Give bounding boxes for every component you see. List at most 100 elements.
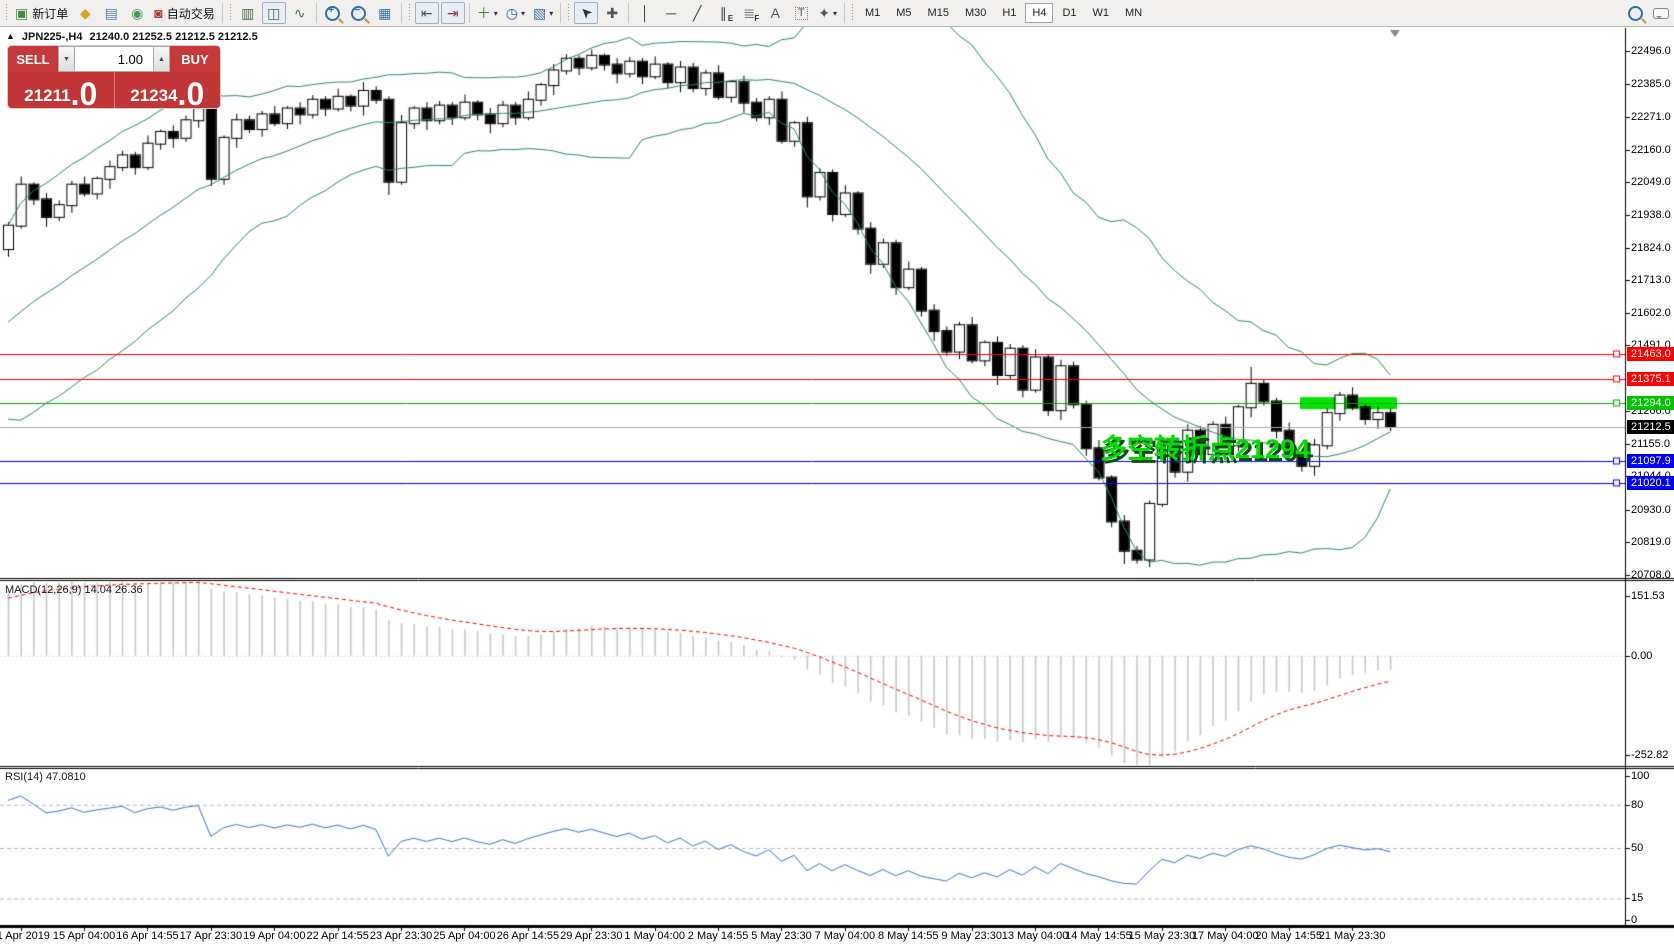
- vline-button[interactable]: │: [633, 2, 657, 24]
- sell-price-base: 21211: [24, 86, 71, 105]
- time-axis-label: 15 Apr 04:00: [52, 930, 116, 942]
- timeframe-h4-button[interactable]: H4: [1025, 3, 1054, 23]
- fibonacci-button[interactable]: ≣ F: [737, 2, 761, 24]
- chart-line-button[interactable]: ∿: [288, 2, 312, 24]
- timeframe-m1-button[interactable]: M1: [858, 3, 887, 23]
- periods-button[interactable]: ◷ ▾: [503, 2, 528, 24]
- symbol-period-label: JPN225-,H4: [21, 31, 83, 43]
- price-axis-label: 21602.0: [1631, 306, 1671, 319]
- rsi-axis-label: 80: [1631, 798, 1644, 811]
- price-axis-label: 21155.0: [1631, 437, 1670, 450]
- vline-icon: │: [640, 5, 650, 21]
- chevron-down-icon[interactable]: ▾: [832, 8, 837, 18]
- toolbar-separator: [560, 3, 562, 23]
- textlabel-icon: T: [794, 6, 808, 20]
- price-badge: 21463.0: [1627, 346, 1674, 361]
- toolbar-separator: [315, 3, 317, 23]
- new-order-button[interactable]: ▣ 新订单: [12, 2, 71, 24]
- time-axis-label: 5 May 23:30: [751, 930, 812, 942]
- timeframe-d1-button[interactable]: D1: [1055, 3, 1083, 23]
- macd-axis-label: -252.82: [1631, 749, 1669, 762]
- textlabel-button[interactable]: T: [789, 2, 813, 24]
- price-badge: 21020.1: [1627, 476, 1674, 491]
- chevron-down-icon[interactable]: ▾: [520, 8, 525, 18]
- chevron-down-icon[interactable]: ▾: [549, 8, 554, 18]
- chart-bars-button[interactable]: ▥: [236, 2, 260, 24]
- fibonacci-icon: ≣: [743, 5, 756, 21]
- buy-button[interactable]: BUY: [170, 46, 220, 72]
- chart-shift-icon: ⇥: [446, 5, 459, 21]
- timeframe-mn-button[interactable]: MN: [1118, 3, 1149, 23]
- trade-panel-controls: SELL ▼ ▲ BUY: [8, 46, 220, 72]
- templates-button[interactable]: ▧ ▾: [530, 2, 556, 24]
- profile-button[interactable]: ▤: [99, 2, 123, 24]
- time-axis-label: 21 May 23:30: [1318, 930, 1386, 942]
- time-axis-label: 26 Apr 14:55: [496, 930, 560, 942]
- price-badge: 21375.1: [1627, 372, 1674, 387]
- cursor-button[interactable]: ➤: [574, 2, 599, 24]
- search-button[interactable]: [1623, 2, 1647, 24]
- channel-icon: ∥: [719, 5, 727, 21]
- zoom-in-button[interactable]: +: [321, 2, 345, 24]
- timeframe-m5-button[interactable]: M5: [889, 3, 918, 23]
- timeframe-m15-button[interactable]: M15: [921, 3, 956, 23]
- sell-price[interactable]: 21211 .0: [8, 72, 115, 108]
- chat-button[interactable]: [1649, 2, 1673, 24]
- price-axis-label: 20819.0: [1631, 536, 1671, 549]
- price-axis-label: 22049.0: [1631, 176, 1671, 189]
- one-click-collapse-icon[interactable]: ▲: [6, 31, 15, 41]
- cursor-icon: ➤: [576, 3, 597, 23]
- timeframe-w1-button[interactable]: W1: [1086, 3, 1117, 23]
- metaeditor-button[interactable]: ◆: [73, 2, 97, 24]
- buy-price-pips: .0: [177, 75, 205, 108]
- price-axis-label: 22271.0: [1631, 111, 1671, 124]
- autotrading-button-label: 自动交易: [166, 6, 215, 21]
- chart-shift-button[interactable]: ⇥: [440, 2, 465, 24]
- rsi-axis-label: 50: [1631, 842, 1644, 854]
- price-badge: 21097.9: [1627, 453, 1674, 468]
- annotation-text[interactable]: 多空转折点21294: [1100, 434, 1311, 464]
- price-axis-label: 22160.0: [1631, 143, 1671, 156]
- time-axis-label: 11 Apr 2019: [0, 930, 50, 942]
- timeframe-h1-button[interactable]: H1: [995, 3, 1023, 23]
- signals-button[interactable]: ◉: [125, 2, 149, 24]
- periods-icon: ◷: [505, 5, 518, 21]
- timeframe-m30-button[interactable]: M30: [958, 3, 993, 23]
- time-axis-label: 17 Apr 23:30: [179, 930, 243, 942]
- time-axis-label: 25 Apr 04:00: [433, 930, 496, 942]
- trade-panel-prices: 21211 .0 21234 .0: [8, 72, 220, 108]
- sell-button[interactable]: SELL: [8, 46, 58, 72]
- channel-button[interactable]: ∥ E: [711, 2, 735, 24]
- volume-input[interactable]: [75, 46, 153, 72]
- search-button-icon: [1627, 5, 1643, 21]
- price-axis-label: 22385.0: [1631, 77, 1671, 90]
- chat-icon: [1653, 7, 1669, 19]
- volume-increase-button[interactable]: ▲: [153, 46, 170, 72]
- tile-windows-button[interactable]: ▦: [373, 2, 397, 24]
- text-button[interactable]: A: [763, 2, 787, 24]
- autotrading-button[interactable]: ◙ 自动交易: [151, 2, 217, 24]
- buy-price[interactable]: 21234 .0: [114, 72, 220, 108]
- trendline-button[interactable]: ╱: [685, 2, 709, 24]
- text-icon: A: [770, 5, 780, 21]
- arrows-button[interactable]: ✦ ▾: [815, 2, 840, 24]
- volume-decrease-button[interactable]: ▼: [58, 46, 75, 72]
- indicators-button[interactable]: ＋ ▾: [474, 2, 501, 24]
- price-badge: 21212.5: [1627, 420, 1674, 435]
- signals-icon: ◉: [131, 5, 144, 21]
- chart-candles-button[interactable]: ◫: [261, 2, 286, 24]
- zoom-out-button[interactable]: −: [347, 2, 371, 24]
- macd-axis-label: 0.00: [1631, 649, 1653, 662]
- zoom-out-button-icon: −: [351, 5, 367, 21]
- ohlc-values: 21240.0 21252.5 21212.5 21212.5: [89, 31, 258, 43]
- indicators-icon: ＋: [476, 5, 491, 21]
- macd-axis-label: 151.53: [1631, 590, 1665, 603]
- auto-scroll-button[interactable]: ⇤: [414, 2, 439, 24]
- crosshair-button[interactable]: ✚: [600, 2, 624, 24]
- hline-button[interactable]: ─: [659, 2, 683, 24]
- price-badge: 21294.0: [1627, 396, 1674, 411]
- sell-price-pips: .0: [70, 75, 98, 108]
- toolbar-separator: [400, 3, 402, 23]
- chevron-down-icon[interactable]: ▾: [493, 8, 498, 18]
